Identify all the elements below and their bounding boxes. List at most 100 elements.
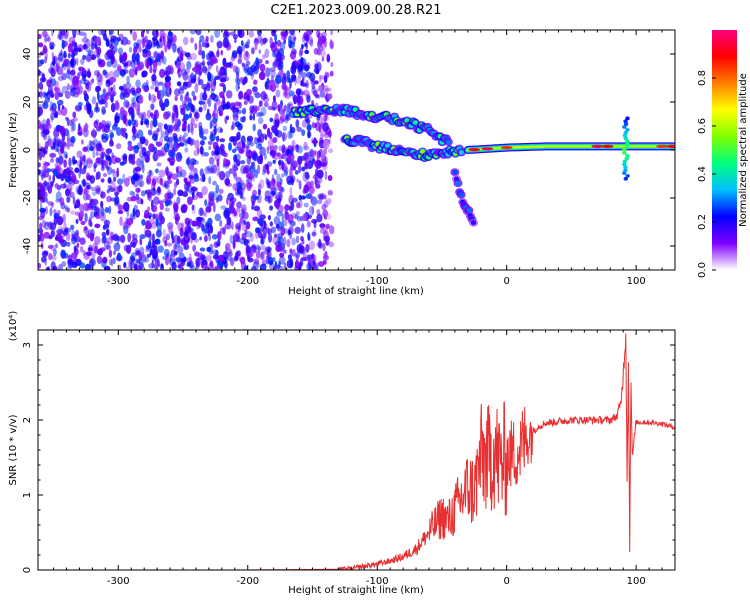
noise-speckle <box>274 113 279 121</box>
noise-speckle <box>241 209 245 219</box>
noise-speckle <box>185 94 189 100</box>
noise-speckle <box>76 243 80 248</box>
noise-speckle <box>177 189 184 197</box>
noise-speckle <box>44 145 49 155</box>
noise-speckle <box>241 142 246 149</box>
noise-speckle <box>208 164 212 175</box>
noise-speckle <box>132 145 139 150</box>
noise-speckle <box>257 183 262 193</box>
noise-speckle <box>308 240 315 251</box>
noise-speckle <box>136 129 144 140</box>
noise-speckle <box>80 58 85 65</box>
noise-speckle <box>176 245 184 254</box>
noise-speckle <box>39 59 45 65</box>
noise-speckle <box>301 72 308 78</box>
noise-speckle <box>70 224 75 230</box>
noise-speckle <box>105 148 113 154</box>
noise-speckle <box>232 111 236 119</box>
noise-speckle <box>239 160 246 165</box>
noise-speckle <box>216 41 223 49</box>
noise-speckle <box>255 143 259 149</box>
noise-speckle <box>97 30 103 36</box>
noise-speckle <box>327 130 332 138</box>
noise-speckle <box>119 54 123 64</box>
noise-speckle <box>298 164 302 174</box>
noise-speckle <box>54 183 59 189</box>
noise-speckle <box>278 145 283 152</box>
noise-speckle <box>209 133 216 142</box>
noise-speckle <box>60 228 64 235</box>
noise-speckle <box>102 225 107 231</box>
noise-speckle <box>252 123 256 132</box>
noise-speckle <box>199 79 204 86</box>
noise-speckle <box>167 64 172 74</box>
spectrogram-ytick-label: 0 <box>22 147 33 153</box>
noise-speckle <box>114 192 119 197</box>
noise-speckle <box>285 30 289 35</box>
noise-speckle <box>151 260 154 269</box>
noise-speckle <box>231 121 235 130</box>
noise-speckle <box>108 88 112 95</box>
noise-speckle <box>57 53 64 63</box>
noise-speckle <box>159 37 163 43</box>
noise-speckle <box>118 85 124 91</box>
noise-speckle <box>279 41 286 51</box>
lower-branch-blob <box>385 143 391 149</box>
noise-speckle <box>53 127 59 132</box>
noise-speckle <box>272 159 276 164</box>
noise-speckle <box>63 159 67 168</box>
noise-speckle <box>122 201 130 212</box>
noise-speckle <box>299 155 303 162</box>
noise-speckle <box>80 220 86 226</box>
noise-speckle <box>298 198 303 209</box>
noise-speckle <box>104 207 110 213</box>
noise-speckle <box>223 157 227 165</box>
noise-speckle <box>45 266 50 270</box>
noise-speckle <box>67 47 71 53</box>
noise-speckle <box>47 36 51 43</box>
noise-speckle <box>286 180 293 186</box>
noise-speckle <box>203 152 209 157</box>
noise-speckle <box>188 260 194 269</box>
noise-speckle <box>293 36 297 41</box>
noise-speckle <box>113 250 116 256</box>
noise-speckle <box>124 177 130 187</box>
noise-speckle <box>210 35 214 43</box>
noise-speckle <box>160 130 166 138</box>
spike-blob <box>622 148 627 152</box>
noise-speckle <box>108 30 114 35</box>
noise-speckle <box>269 67 276 72</box>
noise-speckle <box>93 120 99 129</box>
noise-speckle <box>78 31 86 36</box>
noise-speckle <box>187 156 191 164</box>
noise-speckle <box>62 52 67 59</box>
noise-speckle <box>282 131 285 142</box>
noise-speckle <box>297 65 304 75</box>
noise-speckle <box>131 97 136 105</box>
noise-speckle <box>225 242 231 251</box>
noise-speckle <box>118 264 122 270</box>
noise-speckle <box>211 150 215 157</box>
noise-speckle <box>274 60 279 68</box>
noise-speckle <box>198 100 206 105</box>
noise-speckle <box>72 155 76 166</box>
noise-speckle <box>41 171 44 181</box>
noise-speckle <box>257 155 263 165</box>
noise-speckle <box>326 53 331 63</box>
noise-speckle <box>159 68 166 78</box>
noise-speckle <box>131 111 135 122</box>
noise-speckle <box>43 164 48 172</box>
noise-speckle <box>136 211 140 217</box>
noise-speckle <box>298 180 302 190</box>
noise-speckle <box>303 152 310 162</box>
noise-speckle <box>90 54 96 61</box>
noise-speckle <box>239 256 246 265</box>
noise-speckle <box>254 44 258 51</box>
noise-speckle <box>205 112 212 121</box>
noise-speckle <box>113 36 119 47</box>
noise-speckle <box>276 39 282 47</box>
noise-speckle <box>282 236 287 246</box>
noise-speckle <box>258 49 261 54</box>
noise-speckle <box>263 101 269 108</box>
noise-speckle <box>121 115 128 123</box>
